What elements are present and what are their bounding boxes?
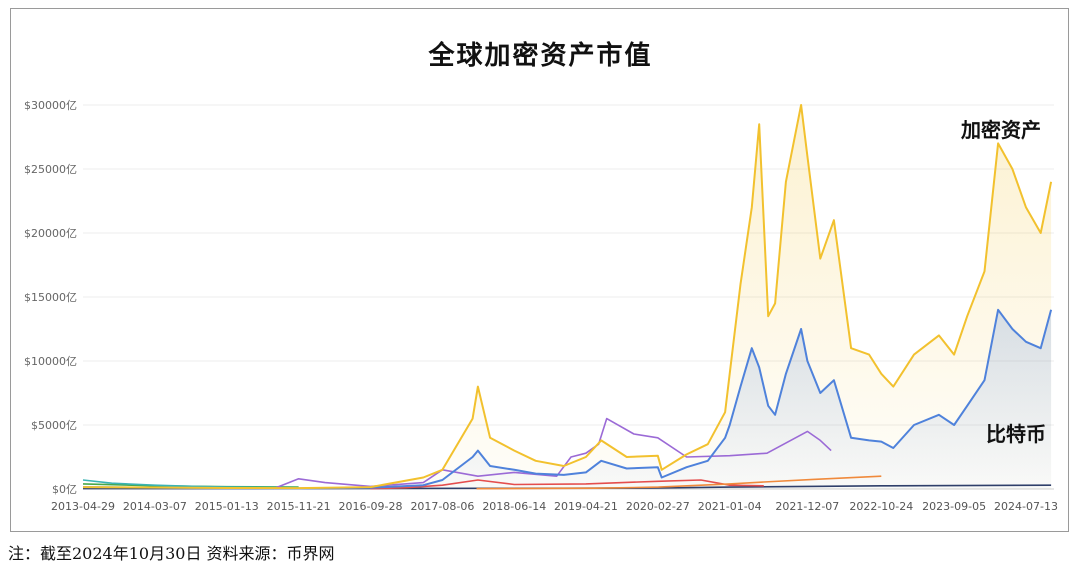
y-tick-label: $20000亿 <box>24 227 77 240</box>
y-tick-label: $25000亿 <box>24 163 77 176</box>
series-line-0 <box>82 104 1053 490</box>
x-tick-label: 2016-09-28 <box>339 500 403 513</box>
series-line-4 <box>370 479 764 490</box>
y-tick-label: $15000亿 <box>24 291 77 304</box>
x-tick-label: 2014-03-07 <box>123 500 187 513</box>
chart-frame: 全球加密资产市值 $0亿 $5000亿 $10000亿 $15000亿 $20000亿 $… <box>10 8 1069 532</box>
series-line-1 <box>82 308 1053 490</box>
x-tick-label: 2021-01-04 <box>698 500 762 513</box>
y-tick-label: $0亿 <box>52 483 77 496</box>
series-line-3 <box>476 475 882 490</box>
series-line-2 <box>272 417 832 490</box>
series-area-1 <box>83 309 1052 489</box>
footnote: 注：截至2024年10月30日 资料来源：币界网 <box>8 544 335 563</box>
x-tick-label: 2015-11-21 <box>267 500 331 513</box>
y-tick-label: $10000亿 <box>24 355 77 368</box>
y-tick-label: $30000亿 <box>24 99 77 112</box>
x-tick-label: 2023-09-05 <box>922 500 986 513</box>
annotation-bitcoin: 比特币 <box>986 422 1046 446</box>
chart-title: 全球加密资产市值 <box>428 41 653 71</box>
x-tick-label: 2021-12-07 <box>775 500 839 513</box>
x-tick-label: 2024-07-13 <box>994 500 1058 513</box>
annotation-crypto: 加密资产 <box>960 118 1041 142</box>
x-tick-label: 2022-10-24 <box>849 500 913 513</box>
x-tick-label: 2017-08-06 <box>410 500 474 513</box>
chart-plot: $0亿 $5000亿 $10000亿 $15000亿 $20000亿 $25000亿 $30… <box>24 99 1058 513</box>
x-tick-label: 2020-02-27 <box>626 500 690 513</box>
x-tick-label: 2013-04-29 <box>51 500 115 513</box>
y-tick-label: $5000亿 <box>31 419 77 432</box>
x-tick-label: 2015-01-13 <box>195 500 259 513</box>
x-tick-label: 2018-06-14 <box>482 500 546 513</box>
x-tick-label: 2019-04-21 <box>554 500 618 513</box>
